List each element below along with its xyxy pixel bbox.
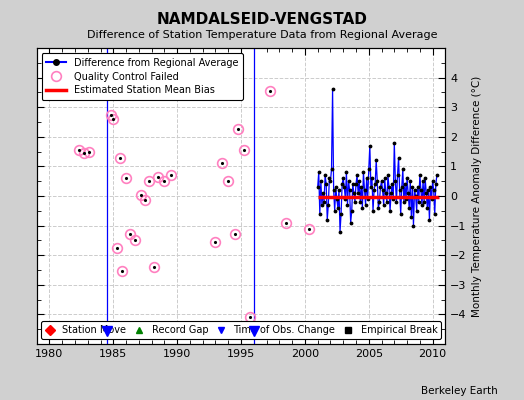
Text: Berkeley Earth: Berkeley Earth <box>421 386 498 396</box>
Legend: Station Move, Record Gap, Time of Obs. Change, Empirical Break: Station Move, Record Gap, Time of Obs. C… <box>41 321 441 339</box>
Text: Difference of Station Temperature Data from Regional Average: Difference of Station Temperature Data f… <box>87 30 437 40</box>
Y-axis label: Monthly Temperature Anomaly Difference (°C): Monthly Temperature Anomaly Difference (… <box>472 75 482 317</box>
Text: NAMDALSEID-VENGSTAD: NAMDALSEID-VENGSTAD <box>157 12 367 27</box>
